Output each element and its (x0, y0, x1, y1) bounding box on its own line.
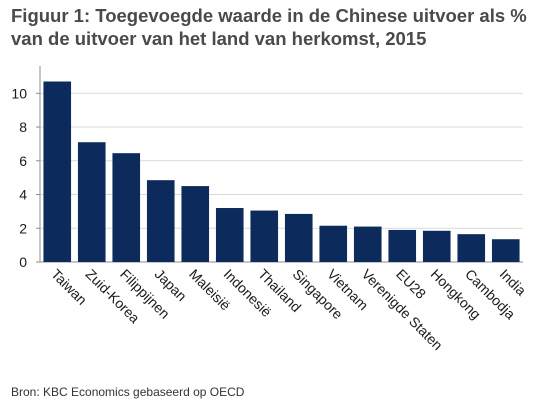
bar (422, 230, 451, 262)
chart-title: Figuur 1: Toegevoegde waarde in de Chine… (11, 5, 527, 49)
x-tick-label: Taiwan (48, 266, 90, 308)
bar (457, 234, 486, 262)
y-tick-label: 0 (19, 254, 27, 270)
bar (388, 229, 417, 262)
y-tick-label: 2 (19, 220, 27, 236)
y-tick-label: 6 (19, 153, 27, 169)
category-labels: TaiwanZuid-KoreaFilippijnenJapanMaleisië… (48, 266, 529, 353)
bar (250, 210, 279, 262)
source-note: Bron: KBC Economics gebaseerd op OECD (11, 385, 245, 399)
bar (77, 142, 106, 262)
bar (215, 208, 244, 262)
bar (353, 226, 382, 262)
bar (284, 213, 313, 262)
y-tick-label: 10 (11, 85, 27, 101)
bar (491, 239, 520, 262)
bars (43, 81, 520, 262)
bar (319, 225, 348, 262)
y-tick-label: 8 (19, 119, 27, 135)
bar (146, 180, 175, 262)
bar (181, 186, 210, 262)
y-tick-label: 4 (19, 187, 27, 203)
bar (112, 153, 141, 262)
bar (43, 81, 72, 262)
